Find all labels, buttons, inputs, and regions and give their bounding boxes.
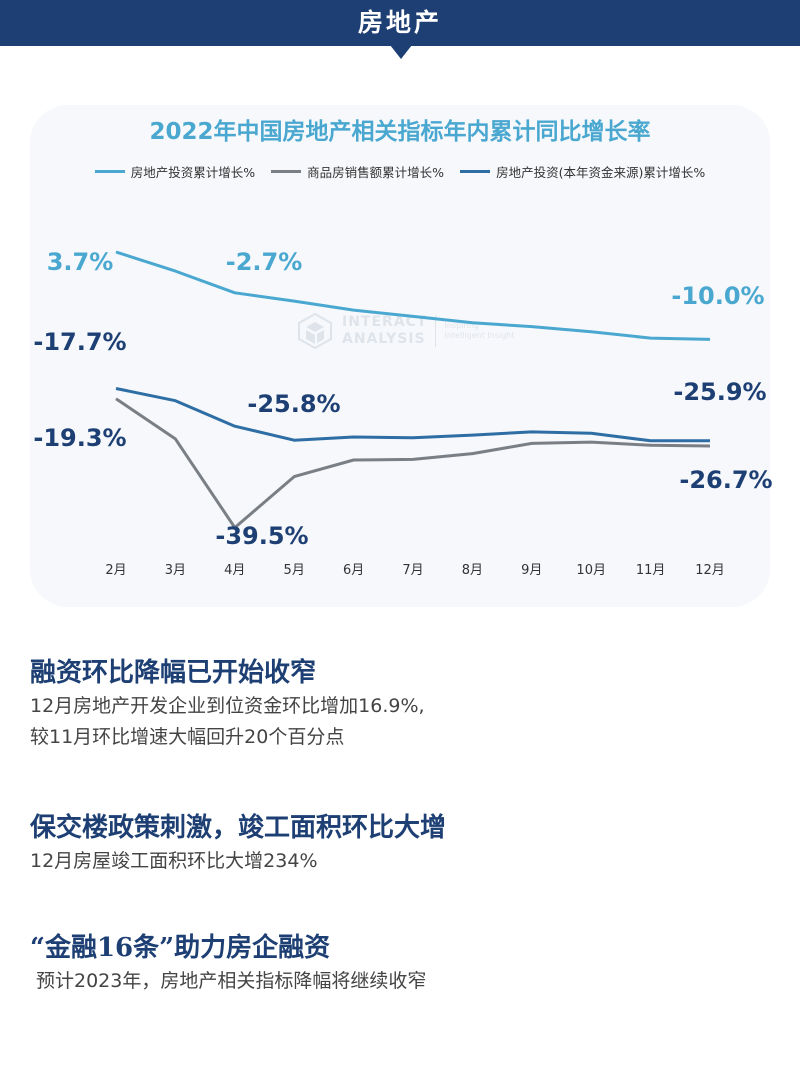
section-heading: “金融16条”助力房企融资 (30, 933, 331, 963)
legend-label: 房地产投资累计增长% (130, 164, 256, 180)
legend-item-investment: 房地产投资累计增长% (94, 162, 256, 181)
chart-legend: 房地产投资累计增长% 商品房销售额累计增长% 房地产投资(本年资金来源)累计增长… (30, 160, 770, 182)
section-line: 预计2023年，房地产相关指标降幅将继续收窄 (36, 970, 427, 992)
section-line: 12月房地产开发企业到位资金环比增加16.9%, (30, 695, 425, 717)
legend-label: 商品房销售额累计增长% (307, 164, 445, 180)
section-line: 较11月环比增速大幅回升20个百分点 (30, 726, 345, 748)
legend-swatch-investment (94, 169, 125, 173)
x-tick-label: 9月 (521, 563, 542, 578)
x-tick-label: 5月 (284, 563, 305, 578)
watermark-tag2: Intelligent Insight (444, 331, 515, 340)
series-line-1 (115, 397, 711, 530)
watermark-text: INTERACT ANALYSIS (342, 314, 427, 348)
x-tick-label: 11月 (636, 563, 666, 578)
legend-swatch-sales (271, 169, 302, 173)
watermark-line2: ANALYSIS (342, 331, 426, 347)
watermark-cube-icon (298, 312, 332, 350)
section-heading: 保交楼政策刺激，竣工面积环比大增 (30, 813, 447, 843)
legend-item-funding: 房地产投资(本年资金来源)累计增长% (460, 162, 705, 181)
data-label: -26.7% (679, 466, 772, 494)
watermark-line1: INTERACT (342, 314, 428, 330)
x-tick-label: 6月 (343, 563, 364, 578)
x-tick-label: 8月 (462, 563, 483, 578)
watermark-divider (435, 315, 437, 347)
x-tick-label: 7月 (402, 563, 423, 578)
chart-card (30, 105, 770, 607)
x-tick-label: 2月 (105, 563, 126, 578)
section-policy: “金融16条”助力房企融资 预计2023年，房地产相关指标降幅将继续收窄 (30, 930, 770, 997)
x-tick-label: 4月 (224, 563, 245, 578)
data-label: -10.0% (671, 282, 764, 310)
legend-label: 房地产投资(本年资金来源)累计增长% (496, 164, 706, 180)
section-completion: 保交楼政策刺激，竣工面积环比大增 12月房屋竣工面积环比大增234% (30, 810, 770, 877)
legend-item-sales: 商品房销售额累计增长% (271, 162, 444, 181)
data-label: -25.8% (247, 390, 340, 418)
data-label: 3.7% (47, 248, 114, 276)
x-tick-label: 3月 (165, 563, 186, 578)
data-label: -2.7% (226, 248, 303, 276)
x-tick-label: 10月 (576, 563, 606, 578)
header-bar (0, 0, 800, 46)
data-label: -25.9% (673, 378, 766, 406)
line-chart: 2月 3月 4月 5月 6月 7月 8月 9月 10月 11月 12月 3.7% -2.7% -10.0%… (33, 248, 772, 578)
data-label: -17.7% (33, 328, 126, 356)
series-line-2 (115, 387, 710, 443)
x-tick-label: 12月 (695, 563, 725, 578)
data-label: -39.5% (215, 522, 308, 550)
page-title: 房地产 (357, 8, 442, 37)
chart-title: 2022年中国房地产相关指标年内累计同比增长率 (149, 119, 651, 145)
series-line-0 (115, 250, 711, 341)
header-notch (390, 45, 412, 59)
watermark-tagline: Inspiring Intelligent Insight (444, 321, 514, 341)
section-financing: 融资环比降幅已开始收窄 12月房地产开发企业到位资金环比增加16.9%, 较11… (30, 655, 770, 753)
section-heading: 融资环比降幅已开始收窄 (30, 658, 317, 688)
watermark-logo: INTERACT ANALYSIS Inspiring Intelligent … (296, 312, 515, 350)
data-label: -19.3% (33, 424, 126, 452)
legend-swatch-funding (460, 169, 491, 173)
watermark-tag1: Inspiring (444, 321, 480, 330)
section-line: 12月房屋竣工面积环比大增234% (30, 850, 318, 872)
